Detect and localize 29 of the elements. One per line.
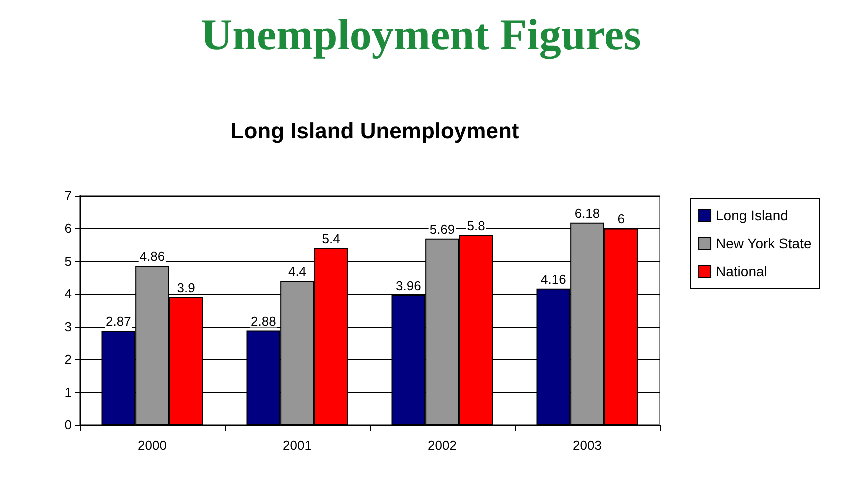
data-label: 6.18: [574, 206, 600, 221]
legend-label: Long Island: [716, 208, 788, 224]
y-tick-label: 5: [64, 254, 72, 269]
data-label: 4.4: [288, 264, 307, 280]
chart-title: Unemployment Figures: [200, 10, 642, 60]
y-tick-label: 7: [64, 188, 72, 204]
x-tick-label: 2003: [573, 438, 602, 453]
x-tick-label: 2002: [428, 438, 457, 453]
data-label: 5.8: [467, 218, 486, 234]
y-tick-label: 0: [64, 418, 72, 432]
data-label: 3.96: [396, 278, 422, 294]
legend-label: National: [716, 264, 768, 280]
data-label: 3.9: [177, 280, 196, 296]
y-tick-label: 1: [64, 384, 72, 400]
y-tick-label: 6: [64, 221, 72, 236]
x-tick-label: 2000: [138, 438, 167, 453]
data-label: 5.4: [322, 231, 340, 246]
data-label: 4.86: [140, 249, 166, 264]
data-label: 5.69: [430, 222, 456, 237]
data-label: 6: [618, 212, 625, 227]
y-tick-label: 2: [64, 352, 72, 368]
legend-label: New York State: [716, 236, 812, 252]
x-tick-label: 2001: [283, 438, 312, 453]
y-tick-label: 3: [64, 319, 72, 334]
data-label: 2.88: [251, 314, 276, 329]
y-tick-label: 4: [64, 286, 72, 302]
data-label: 2.87: [106, 314, 132, 330]
data-label: 4.16: [541, 272, 566, 287]
chart-subtitle: Long Island Unemployment: [230, 118, 520, 144]
